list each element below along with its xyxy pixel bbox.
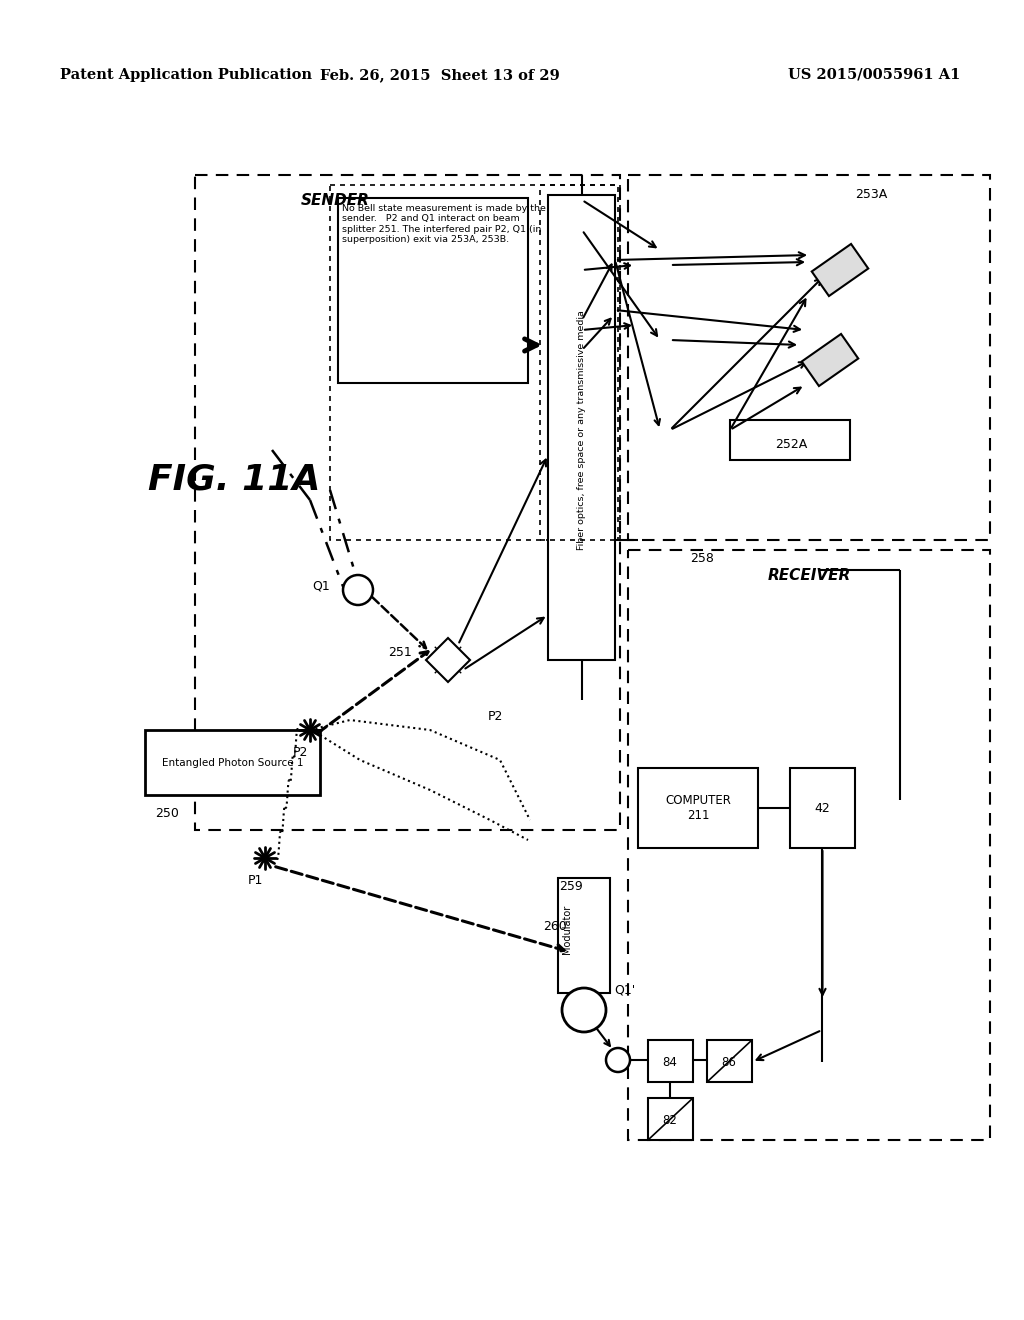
Text: 258: 258 (690, 552, 714, 565)
Bar (540, 185, 620, 540)
Text: 253A: 253A (855, 187, 887, 201)
Text: US 2015/0055961 A1: US 2015/0055961 A1 (787, 69, 961, 82)
Text: Feb. 26, 2015  Sheet 13 of 29: Feb. 26, 2015 Sheet 13 of 29 (321, 69, 560, 82)
Text: Fiber optics, free space or any transmissive media: Fiber optics, free space or any transmis… (578, 310, 587, 550)
Text: 250: 250 (155, 807, 179, 820)
Bar (648, 1040, 693, 1082)
Bar (338, 198, 528, 383)
Text: 252A: 252A (775, 438, 807, 451)
Bar (648, 1098, 693, 1140)
Polygon shape (812, 244, 868, 296)
Bar (628, 176, 990, 540)
Text: Patent Application Publication: Patent Application Publication (60, 69, 312, 82)
Text: FIG. 11A: FIG. 11A (148, 463, 321, 498)
Bar (548, 195, 615, 660)
Text: 86: 86 (722, 1056, 736, 1068)
Text: RECEIVER: RECEIVER (767, 568, 851, 583)
Bar (628, 550, 990, 1140)
Bar (638, 768, 758, 847)
Bar (145, 730, 319, 795)
Circle shape (261, 854, 269, 862)
Text: SENDER: SENDER (301, 193, 370, 209)
Polygon shape (426, 638, 470, 682)
Text: P2: P2 (292, 746, 307, 759)
Text: 84: 84 (663, 1056, 678, 1068)
Text: 260: 260 (543, 920, 566, 933)
Text: Entangled Photon Source 1: Entangled Photon Source 1 (162, 758, 303, 767)
Text: COMPUTER
211: COMPUTER 211 (665, 795, 731, 822)
Text: 251: 251 (388, 645, 412, 659)
Bar (707, 1040, 752, 1082)
Text: 42: 42 (815, 801, 830, 814)
Circle shape (306, 726, 313, 734)
Text: Q1': Q1' (614, 983, 635, 997)
Bar (790, 768, 855, 847)
Circle shape (562, 987, 606, 1032)
Bar (330, 185, 618, 540)
Polygon shape (802, 334, 858, 385)
Text: 259: 259 (559, 880, 583, 894)
Circle shape (606, 1048, 630, 1072)
Text: P1: P1 (248, 874, 263, 887)
Text: 82: 82 (663, 1114, 678, 1126)
Text: No Bell state measurement is made by the
sender.   P2 and Q1 interact on beam
sp: No Bell state measurement is made by the… (342, 205, 546, 244)
Text: P2: P2 (488, 710, 504, 723)
Circle shape (343, 576, 373, 605)
Bar (730, 420, 850, 459)
Bar (558, 878, 610, 993)
Text: Modulator: Modulator (562, 906, 572, 954)
Bar (195, 176, 620, 830)
Text: Q1: Q1 (312, 579, 330, 593)
